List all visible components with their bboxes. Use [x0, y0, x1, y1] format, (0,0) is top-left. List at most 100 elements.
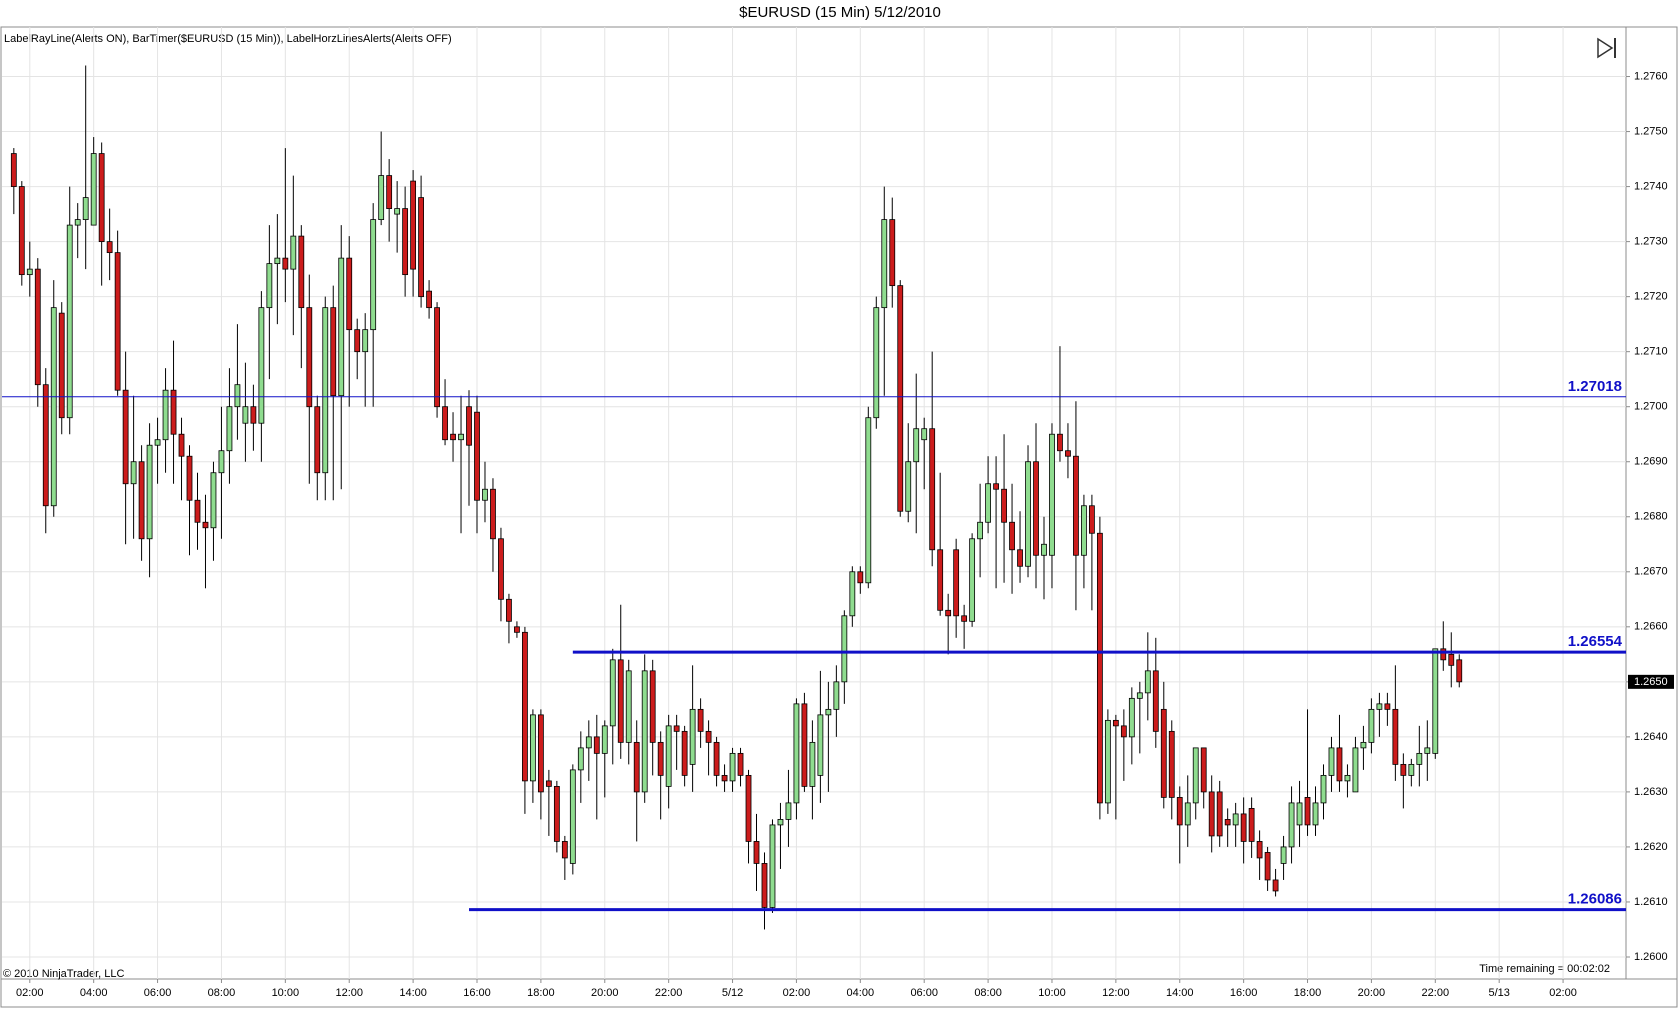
last-price-box [1628, 674, 1674, 689]
copyright: © 2010 NinjaTrader, LLC [3, 968, 124, 980]
candle-body [665, 725, 672, 787]
candle-body [777, 819, 784, 826]
candle-body [90, 153, 97, 226]
candle-body [442, 406, 448, 441]
y-tick-label: 1.2630 [1634, 786, 1668, 798]
candle-body [1456, 659, 1463, 683]
candle-body [498, 538, 504, 600]
candle-body [977, 521, 984, 540]
y-tick-label: 1.2710 [1634, 346, 1668, 358]
candle-body [817, 714, 824, 776]
candle-body [314, 406, 321, 474]
x-tick-label: 02:00 [1549, 987, 1577, 999]
x-tick-label: 14:00 [399, 987, 427, 999]
candle-body [114, 252, 121, 391]
overlay: 1.27018 1.26554 1.26086 1.2650 [2, 378, 1674, 912]
candle-body [226, 406, 233, 452]
toggle-arrow[interactable] [1597, 37, 1614, 59]
candle-body [1025, 461, 1031, 567]
candle-body [242, 406, 249, 424]
candle-body [1057, 433, 1063, 452]
candle-body [26, 268, 33, 276]
candle-body [50, 307, 57, 507]
candle-body [338, 257, 345, 397]
x-tick-label: 18:00 [1294, 987, 1322, 999]
candle-body [1248, 808, 1255, 842]
x-tick-label: 20:00 [591, 987, 619, 999]
x-tick-label: 12:00 [335, 987, 363, 999]
x-tick-label: 22:00 [655, 987, 683, 999]
candle-body [1408, 763, 1415, 776]
candle-body [1009, 521, 1015, 551]
candle-body [825, 708, 832, 716]
candle-body [793, 703, 800, 804]
candle-body [721, 774, 728, 782]
x-tick-label: 20:00 [1358, 987, 1386, 999]
candle-body [961, 615, 968, 622]
y-tick-label: 1.2750 [1634, 125, 1668, 137]
y-tick-label: 1.2730 [1634, 236, 1668, 248]
candle-body [1368, 708, 1375, 743]
x-tick-label: 16:00 [1230, 987, 1258, 999]
candle-body [10, 153, 17, 187]
y-tick-label: 1.2660 [1634, 621, 1668, 633]
candle-body [506, 598, 512, 622]
candle-body [170, 389, 177, 435]
candle-body [1432, 648, 1439, 754]
candle-body [362, 329, 369, 353]
candle-body [1120, 725, 1127, 738]
x-tick-label: 18:00 [527, 987, 555, 999]
candle-body [1232, 813, 1239, 826]
candle-body [785, 802, 792, 820]
y-tick-label: 1.2700 [1634, 401, 1668, 413]
horizontal-line-label: 1.26554 [1568, 633, 1623, 650]
y-tick-label: 1.2610 [1634, 896, 1668, 908]
candle-body [1216, 791, 1223, 837]
candle-body [889, 219, 896, 287]
x-tick-label: 5/13 [1488, 987, 1509, 999]
candle-body [737, 752, 744, 776]
candle-body [178, 433, 185, 457]
candle-body [1176, 797, 1183, 826]
candle-body [873, 307, 880, 419]
candle-body [673, 725, 680, 732]
x-tick-label: 02:00 [783, 987, 811, 999]
x-tick-label: 16:00 [463, 987, 491, 999]
candle-body [1184, 802, 1191, 826]
candle-body [833, 681, 840, 710]
candle-body [194, 499, 201, 523]
candle-body [162, 389, 169, 441]
candle-body [1312, 802, 1319, 826]
chart-trader-toggle[interactable] [1597, 37, 1616, 59]
candle-body [234, 384, 241, 408]
candle-body [1001, 488, 1007, 523]
candle-body [306, 307, 313, 408]
candle-body [865, 417, 872, 584]
x-tick-label: 22:00 [1422, 987, 1450, 999]
candle-body [450, 433, 456, 441]
candle-body [593, 736, 600, 754]
candle-body [953, 549, 960, 617]
candle-body [378, 175, 385, 221]
chart-title: $EURUSD (15 Min) 5/12/2010 [739, 4, 941, 21]
candle-body [82, 197, 89, 221]
candle-body [258, 307, 265, 424]
candle-body [753, 841, 760, 864]
indicator-list: LabelRayLine(Alerts ON), BarTimer($EURUS… [4, 33, 452, 45]
bar-timer: Time remaining = 00:02:02 [1479, 963, 1610, 975]
candle-body [42, 384, 49, 507]
candle-body [609, 659, 616, 727]
candle-body [210, 472, 217, 529]
candle-body [1017, 549, 1023, 567]
y-tick-label: 1.2640 [1634, 731, 1668, 743]
candle-body [1089, 505, 1095, 534]
candle-body [841, 615, 848, 683]
candle-body [537, 714, 544, 793]
candle-body [1049, 433, 1055, 556]
y-tick-label: 1.2680 [1634, 511, 1668, 523]
horizontal-line-label: 1.26086 [1568, 891, 1622, 908]
x-tick-label: 12:00 [1102, 987, 1130, 999]
candle-body [809, 741, 816, 787]
candle-body [1392, 708, 1399, 765]
candle-body [418, 197, 424, 298]
